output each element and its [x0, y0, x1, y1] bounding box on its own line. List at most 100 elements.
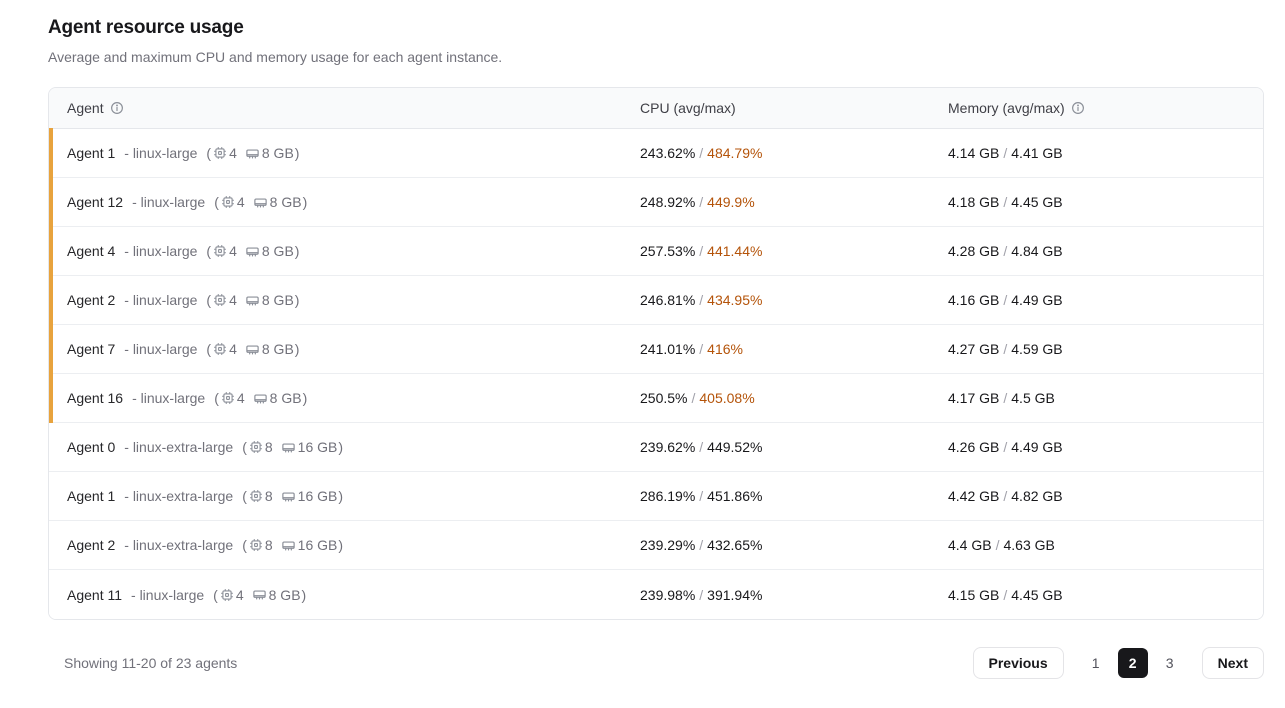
specs-close-paren: )	[294, 243, 300, 259]
memory-max-value: 4.49 GB	[1011, 439, 1063, 455]
cpu-count: 4	[229, 243, 237, 259]
agent-name: Agent 1	[67, 488, 116, 504]
ram-icon	[253, 195, 268, 210]
cpu-cell: 239.98%/391.94%	[640, 587, 948, 603]
cpu-chip-icon	[213, 293, 227, 307]
memory-avg-value: 4.15 GB	[948, 586, 1000, 603]
instance-type-label: - linux-large	[132, 194, 206, 210]
instance-type-label: - linux-large	[124, 243, 198, 259]
instance-type-label: - linux-large	[124, 341, 198, 357]
cpu-count: 8	[264, 537, 273, 553]
agent-cell: Agent 1 - linux-extra-large ( 8	[49, 488, 640, 504]
ram-amount: 16 GB	[297, 537, 338, 553]
specs-close-paren: )	[302, 390, 308, 406]
cpu-avg-value: 241.01%	[640, 341, 696, 357]
cpu-cell: 250.5%/405.08%	[640, 390, 948, 406]
agent-cell: Agent 0 - linux-extra-large ( 8	[49, 439, 640, 455]
column-header-agent: Agent	[49, 100, 640, 116]
specs-close-paren: )	[294, 145, 300, 161]
table-header-row: Agent CPU (avg/max) Memory (avg/max)	[49, 88, 1263, 129]
cpu-cell: 239.29%/432.65%	[640, 537, 948, 553]
specs-open-paren: (	[242, 488, 247, 504]
specs-close-paren: )	[338, 488, 344, 504]
table-row: Agent 16 - linux-large ( 4	[49, 373, 1263, 423]
value-separator: /	[1003, 341, 1008, 357]
instance-type-label: - linux-extra-large	[124, 439, 234, 455]
specs-close-paren: )	[294, 341, 300, 357]
table-row: Agent 12 - linux-large ( 4	[49, 177, 1263, 227]
agent-name: Agent 2	[67, 537, 116, 553]
specs-close-paren: )	[338, 439, 344, 455]
column-header-cpu: CPU (avg/max)	[640, 100, 948, 116]
instance-type-label: - linux-large	[131, 586, 205, 603]
agent-name: Agent 4	[67, 243, 116, 259]
agent-usage-table: Agent CPU (avg/max) Memory (avg/max)	[48, 87, 1264, 620]
instance-specs: ( 4	[206, 341, 299, 357]
ram-icon	[281, 440, 296, 455]
instance-type-label: - linux-large	[132, 390, 206, 406]
cpu-max-value: 484.79%	[707, 145, 763, 161]
cpu-max-value: 441.44%	[707, 243, 763, 259]
agent-cell: Agent 2 - linux-extra-large ( 8	[49, 537, 640, 553]
column-header-cpu-label: CPU (avg/max)	[640, 100, 736, 116]
cpu-max-value: 449.52%	[707, 439, 763, 455]
cpu-count: 4	[229, 292, 237, 308]
memory-cell: 4.42 GB/4.82 GB	[948, 488, 1263, 504]
memory-cell: 4.15 GB/4.45 GB	[948, 587, 1263, 603]
cpu-cell: 246.81%/434.95%	[640, 292, 948, 308]
cpu-chip-icon	[213, 244, 227, 258]
column-header-agent-label: Agent	[67, 100, 104, 116]
specs-close-paren: )	[302, 194, 308, 210]
agent-cell: Agent 4 - linux-large ( 4	[49, 243, 640, 259]
memory-max-value: 4.49 GB	[1011, 292, 1063, 308]
value-separator: /	[699, 243, 704, 259]
info-icon[interactable]	[1071, 101, 1085, 115]
memory-avg-value: 4.26 GB	[948, 439, 1000, 455]
cpu-chip-icon	[221, 391, 235, 405]
cpu-cell: 243.62%/484.79%	[640, 145, 948, 161]
page-number[interactable]: 2	[1117, 648, 1148, 678]
ram-amount: 16 GB	[297, 488, 338, 504]
memory-cell: 4.18 GB/4.45 GB	[948, 194, 1263, 210]
page-title: Agent resource usage	[48, 17, 244, 38]
page-number[interactable]: 3	[1165, 655, 1174, 671]
specs-close-paren: )	[294, 292, 300, 308]
cpu-avg-value: 248.92%	[640, 194, 696, 210]
cpu-avg-value: 243.62%	[640, 145, 696, 161]
cpu-max-value: 391.94%	[707, 586, 763, 603]
ram-icon	[281, 489, 296, 504]
cpu-cell: 248.92%/449.9%	[640, 194, 948, 210]
memory-max-value: 4.63 GB	[1003, 537, 1055, 553]
cpu-cell: 257.53%/441.44%	[640, 243, 948, 259]
memory-max-value: 4.59 GB	[1011, 341, 1063, 357]
info-icon[interactable]	[110, 101, 124, 115]
memory-max-value: 4.41 GB	[1011, 145, 1063, 161]
value-separator: /	[1003, 194, 1008, 210]
previous-page-button[interactable]: Previous	[972, 647, 1064, 679]
next-page-button[interactable]: Next	[1201, 647, 1264, 679]
cpu-count: 4	[236, 194, 245, 210]
specs-open-paren: (	[206, 292, 212, 308]
table-row: Agent 2 - linux-large ( 4	[49, 275, 1263, 325]
agent-cell: Agent 1 - linux-large ( 4	[49, 145, 640, 161]
memory-max-value: 4.82 GB	[1011, 488, 1063, 504]
ram-icon	[252, 587, 267, 602]
specs-open-paren: (	[242, 439, 247, 455]
cpu-max-value: 432.65%	[707, 537, 763, 553]
cpu-max-value: 416%	[707, 341, 743, 357]
instance-specs: ( 4	[213, 587, 306, 603]
cpu-avg-value: 239.98%	[640, 586, 696, 603]
instance-type-label: - linux-extra-large	[124, 537, 234, 553]
page-number[interactable]: 1	[1091, 655, 1100, 671]
cpu-chip-icon	[221, 195, 235, 209]
value-separator: /	[1003, 292, 1008, 308]
memory-avg-value: 4.14 GB	[948, 145, 1000, 161]
ram-icon	[253, 391, 268, 406]
memory-max-value: 4.84 GB	[1011, 243, 1063, 259]
memory-avg-value: 4.18 GB	[948, 194, 1000, 210]
pagination: Previous 1 2 3 Next	[972, 647, 1264, 679]
specs-open-paren: (	[206, 243, 212, 259]
cpu-cell: 239.62%/449.52%	[640, 439, 948, 455]
cpu-avg-value: 250.5%	[640, 390, 688, 406]
value-separator: /	[1003, 390, 1008, 406]
